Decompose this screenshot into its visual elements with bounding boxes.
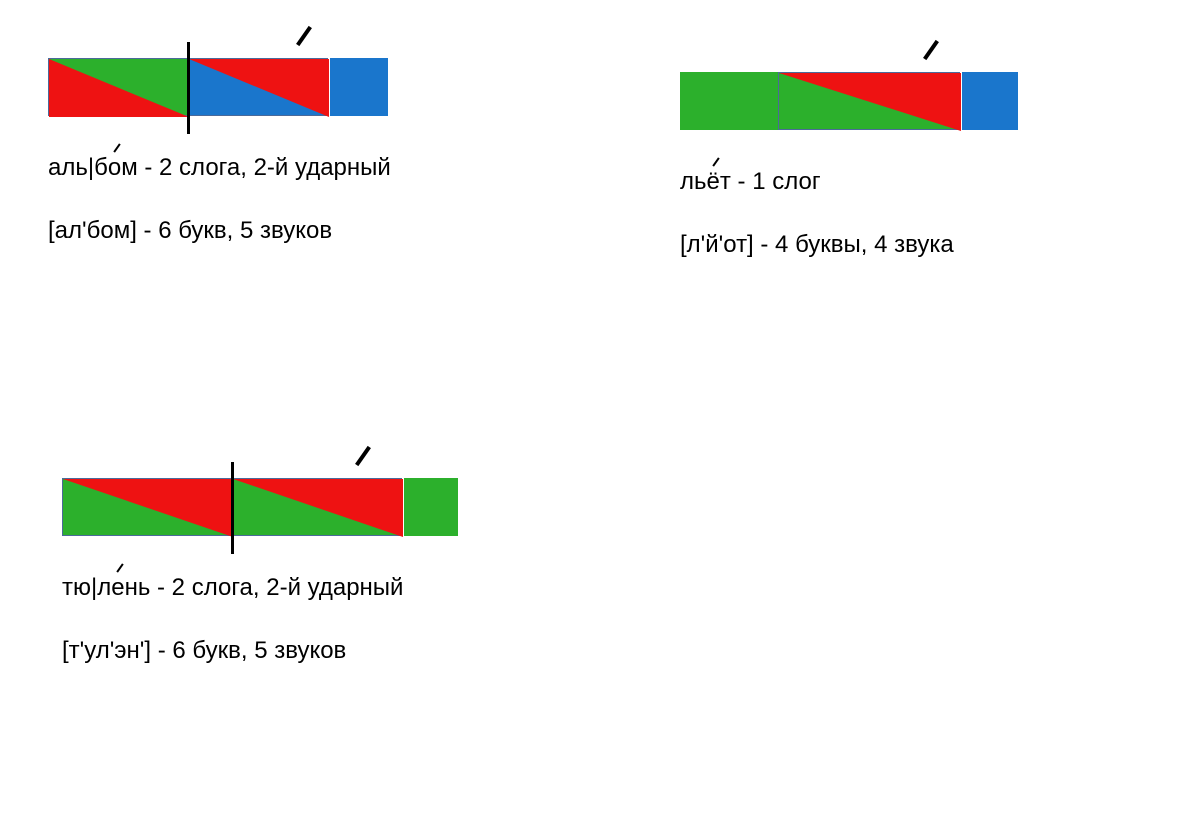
transcription-line: [т'ул'эн'] - 6 букв, 5 звуков	[62, 637, 458, 666]
syllable-line: тю|лень - 2 слога, 2-й ударный	[62, 574, 458, 603]
transcription-line: [ал'бом] - 6 букв, 5 звуков	[48, 217, 391, 246]
word-album: аль|бом - 2 слога, 2-й ударный [ал'бом] -…	[48, 58, 391, 246]
transcription-line: [л'й'от] - 4 буквы, 4 звука	[680, 231, 1018, 260]
sound-diagram	[62, 478, 458, 536]
sound-cell	[680, 72, 778, 130]
sound-cell	[62, 478, 232, 536]
sound-cell	[778, 72, 960, 130]
stress-mark	[355, 446, 371, 466]
syllable-divider	[231, 462, 234, 554]
sound-cell	[330, 58, 388, 116]
word-lyot: льёт - 1 слог [л'й'от] - 4 буквы, 4 звука	[680, 72, 1018, 260]
sound-cell	[232, 478, 402, 536]
word-tyulen: тю|лень - 2 слога, 2-й ударный [т'ул'эн']…	[62, 478, 458, 666]
stress-mark	[923, 40, 939, 60]
sound-cell	[48, 58, 188, 116]
sound-diagram	[680, 72, 1018, 130]
syllable-divider	[187, 42, 190, 134]
syllable-line: льёт - 1 слог	[680, 168, 1018, 197]
sound-cell	[962, 72, 1018, 130]
sound-cell	[404, 478, 458, 536]
sound-diagram	[48, 58, 388, 116]
syllable-line: аль|бом - 2 слога, 2-й ударный	[48, 154, 391, 183]
stress-mark	[296, 26, 312, 46]
sound-cell	[188, 58, 328, 116]
